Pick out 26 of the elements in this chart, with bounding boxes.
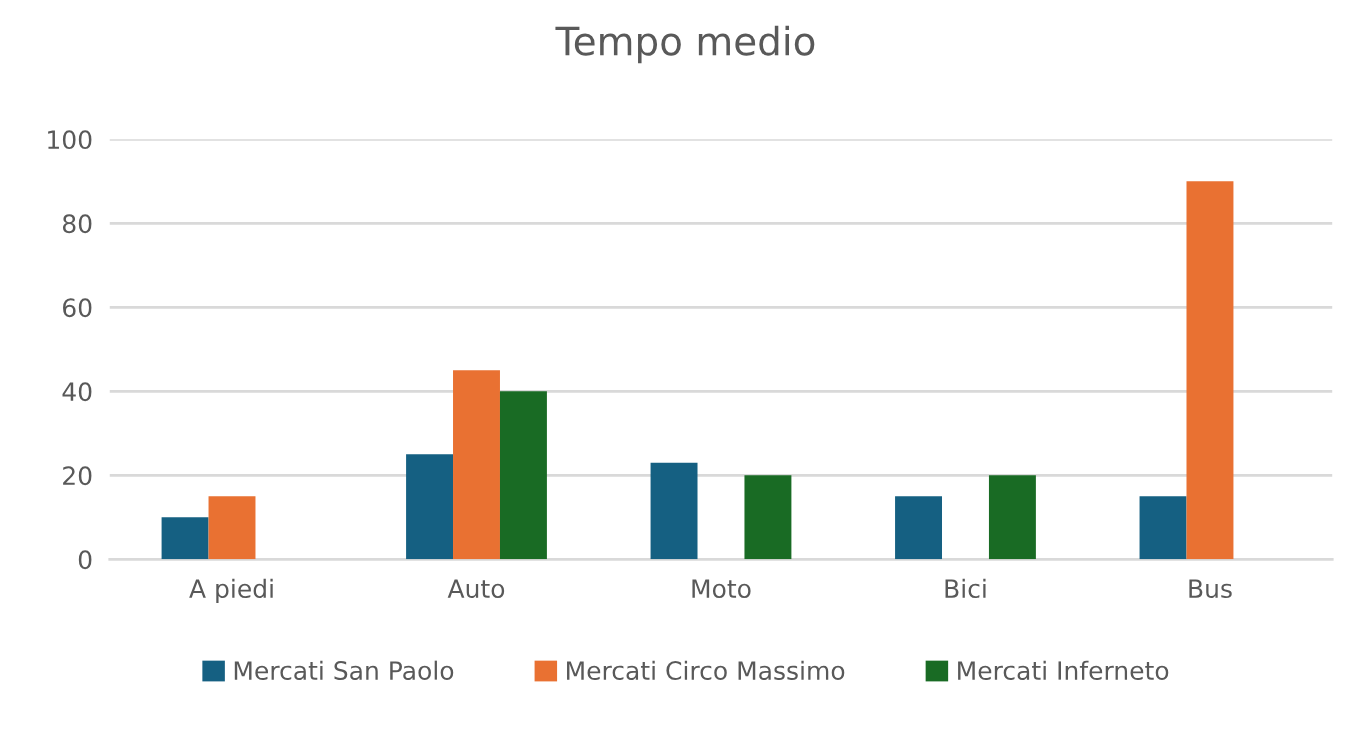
- bar: [499, 391, 547, 560]
- chart-title: Tempo medio: [555, 25, 815, 64]
- y-tick-label: 20: [63, 466, 92, 486]
- bar: [453, 370, 500, 560]
- x-tick-label: A piedi: [189, 578, 273, 603]
- y-tick-label: 60: [63, 298, 92, 318]
- y-tick-label: 80: [62, 214, 92, 234]
- x-tick-label: Moto: [692, 579, 751, 599]
- bar: [988, 475, 1036, 560]
- y-tick-label: 40: [62, 382, 92, 402]
- bar: [208, 496, 256, 560]
- x-tick-label: Bici: [945, 578, 986, 599]
- bar: [650, 462, 698, 560]
- bar: [744, 475, 792, 560]
- y-tick-label: 0: [78, 550, 92, 570]
- legend-label: Mercati Inferneto: [958, 660, 1169, 680]
- bar: [1186, 181, 1234, 560]
- x-tick-label: Bus: [1189, 579, 1232, 599]
- bar: [161, 517, 209, 560]
- bar: [1139, 496, 1187, 560]
- x-tick-label: Auto: [447, 579, 505, 599]
- y-tick-label: 100: [48, 130, 92, 150]
- legend-label: Mercati San Paolo: [234, 660, 454, 680]
- legend-label: Mercati Circo Massimo: [567, 660, 845, 680]
- bar: [406, 454, 454, 560]
- bar: [895, 496, 943, 560]
